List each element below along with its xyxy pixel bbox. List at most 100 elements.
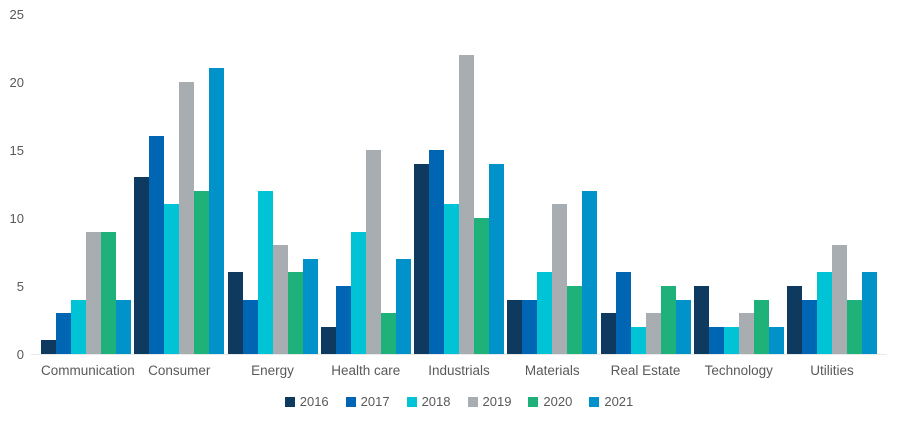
bar-2019-health-care [365,150,381,354]
bar-2019-utilities [832,245,847,354]
bar-2021-utilities [862,272,877,354]
bar-2017-real-estate [615,272,631,354]
x-category-label: Health care [331,363,401,378]
bar-2018-energy [257,190,273,354]
bar-2019-real-estate [645,313,661,354]
bar-2018-communication [71,299,86,354]
y-tick-label: 5 [16,279,24,294]
x-axis: Communication Consumer Energy Health care In… [31,363,887,378]
bar-2016-real-estate [600,313,616,354]
legend-item-2016: 2016 [284,394,329,409]
bar-2017-utilities [802,299,817,354]
bar-2016-consumer [134,177,150,354]
legend-label: 2017 [360,394,390,409]
bar-2020-materials [567,286,583,354]
legend-item-2017: 2017 [345,394,390,409]
bar-2016-health-care [320,326,336,354]
bar-2019-technology [738,313,754,354]
legend-item-2018: 2018 [406,394,451,409]
bar-2021-real-estate [675,299,691,354]
bar-2019-industrials [459,54,474,354]
bar-2020-technology [753,299,769,354]
legend-label: 2021 [604,394,634,409]
bar-2018-utilities [817,272,832,354]
legend-label: 2016 [299,394,329,409]
bar-2020-energy [287,272,303,354]
bar-2019-energy [272,245,288,354]
bar-2018-industrials [444,204,459,354]
bar-2018-consumer [164,204,180,354]
y-tick-label: 20 [9,75,24,90]
bar-group-materials [507,15,598,354]
bar-2017-materials [522,299,538,354]
legend: 2016 2017 2018 2019 2020 2021 [31,394,887,409]
bar-2016-technology [693,286,709,354]
bar-group-industrials [414,15,504,354]
bar-2020-real-estate [660,286,676,354]
bar-group-energy [227,15,318,354]
legend-label: 2019 [482,394,512,409]
bar-2020-health-care [380,313,396,354]
bar-2021-energy [302,258,318,354]
legend-label: 2020 [543,394,573,409]
bar-2021-communication [116,299,131,354]
bar-2019-materials [552,204,568,354]
legend-swatch-icon [406,396,417,407]
bar-2020-communication [101,231,116,354]
legend-swatch-icon [284,396,295,407]
bar-2017-health-care [335,286,351,354]
x-category-label: Industrials [428,363,490,378]
x-category-label: Communication [41,363,135,378]
y-tick-label: 0 [16,347,24,362]
bar-2021-consumer [209,68,225,354]
bar-2017-communication [56,313,71,354]
y-axis: 0 5 10 15 20 25 [0,0,24,370]
x-category-label: Real Estate [610,363,681,378]
bar-2019-communication [86,231,101,354]
bar-2021-materials [582,190,598,354]
bar-group-communication [41,15,131,354]
y-tick-label: 25 [9,7,24,22]
bar-2016-energy [227,272,243,354]
legend-swatch-icon [467,396,478,407]
bar-2021-health-care [395,258,411,354]
bar-2020-consumer [194,190,210,354]
bar-2018-materials [537,272,553,354]
x-category-label: Technology [704,363,773,378]
bar-2018-real-estate [630,326,646,354]
bar-2020-utilities [847,299,862,354]
bar-2016-industrials [414,163,429,354]
x-category-label: Materials [524,363,580,378]
bar-group-health-care [320,15,411,354]
bar-group-real-estate [600,15,691,354]
bar-group-utilities [787,15,877,354]
legend-item-2021: 2021 [589,394,633,409]
bar-2017-industrials [429,150,444,354]
bar-2016-materials [507,299,523,354]
bar-2019-consumer [179,82,195,354]
bar-2017-technology [708,326,724,354]
plot-area [31,15,887,355]
x-category-label: Energy [251,363,294,378]
x-category-label: Consumer [148,363,211,378]
legend-item-2020: 2020 [528,394,572,409]
y-tick-label: 15 [9,143,24,158]
legend-swatch-icon [528,396,539,407]
bar-2018-health-care [350,231,366,354]
bar-2017-consumer [149,136,165,354]
bar-2020-industrials [474,218,489,354]
bar-2016-utilities [787,286,802,354]
x-category-label: Utilities [810,363,854,378]
legend-swatch-icon [589,396,600,407]
legend-label: 2018 [421,394,451,409]
legend-item-2019: 2019 [467,394,512,409]
bar-2016-communication [41,340,56,354]
legend-swatch-icon [345,396,356,407]
y-tick-label: 10 [9,211,24,226]
bar-2018-technology [723,326,739,354]
bar-group-technology [693,15,784,354]
bar-2021-technology [768,326,784,354]
bar-group-consumer [134,15,225,354]
bar-2017-energy [242,299,258,354]
